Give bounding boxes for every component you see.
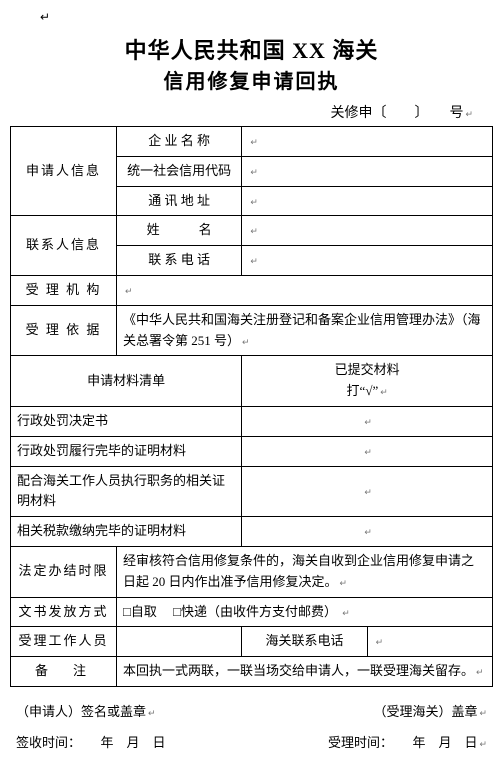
form-table: 申请人信息 企 业 名 称 统一社会信用代码 通 讯 地 址 联系人信息 姓 名… [10,126,493,687]
contact-name-value[interactable] [242,216,493,246]
delivery-options[interactable]: □自取 □快递（由收件方支付邮费） [117,597,493,627]
page-marker: ↵ [40,10,493,25]
accept-org-value[interactable] [117,275,493,305]
delivery-self[interactable]: □自取 [123,604,157,619]
contact-section-label: 联系人信息 [11,216,117,276]
company-name-value[interactable] [242,127,493,157]
accept-basis-value: 《中华人民共和国海关注册登记和备案企业信用管理办法》（海关总署令第 251 号） [117,305,493,356]
company-name-label: 企 业 名 称 [117,127,242,157]
document-number: 关修申〔 〕 号 [10,102,493,122]
accept-time-label: 受理时间： 年 月 日 [328,732,487,751]
material-check[interactable] [242,517,493,547]
material-check[interactable] [242,436,493,466]
table-row: 行政处罚决定书 [11,406,493,436]
table-row: 配合海关工作人员执行职务的相关证明材料 [11,466,493,517]
remark-value: 本回执一式两联，一联当场交给申请人，一联受理海关留存。 [117,657,493,687]
contact-name-label: 姓 名 [117,216,242,246]
material-check[interactable] [242,406,493,436]
sign-time-label: 签收时间： 年 月 日 [16,732,166,751]
material-name: 配合海关工作人员执行职务的相关证明材料 [11,466,242,517]
material-name: 相关税款缴纳完毕的证明材料 [11,517,242,547]
contact-phone-value[interactable] [242,246,493,276]
customs-phone-value[interactable] [367,627,492,657]
contact-phone-label: 联 系 电 话 [117,246,242,276]
address-value[interactable] [242,186,493,216]
materials-list-header: 申请材料清单 [11,356,242,407]
footer: （申请人）签名或盖章 （受理海关）盖章 签收时间： 年 月 日 受理时间： 年 … [10,701,493,751]
deadline-value: 经审核符合信用修复条件的，海关自收到企业信用修复申请之日起 20 日内作出准予信… [117,546,493,597]
applicant-section-label: 申请人信息 [11,127,117,216]
uscc-value[interactable] [242,156,493,186]
title-line-2: 信用修复申请回执 [10,65,493,94]
staff-value[interactable] [117,627,242,657]
title-line-1: 中华人民共和国 XX 海关 [10,33,493,65]
accept-basis-label: 受 理 依 据 [11,305,117,356]
material-name: 行政处罚决定书 [11,406,242,436]
remark-label: 备 注 [11,657,117,687]
customs-seal-label: （受理海关）盖章 [373,701,487,720]
address-label: 通 讯 地 址 [117,186,242,216]
uscc-label: 统一社会信用代码 [117,156,242,186]
table-row: 行政处罚履行完毕的证明材料 [11,436,493,466]
material-name: 行政处罚履行完毕的证明材料 [11,436,242,466]
staff-label: 受理工作人员 [11,627,117,657]
accept-org-label: 受 理 机 构 [11,275,117,305]
submitted-line1: 已提交材料 [248,360,486,381]
delivery-express[interactable]: □快递（由收件方支付邮费） [173,604,337,619]
deadline-label: 法定办结时限 [11,546,117,597]
material-check[interactable] [242,466,493,517]
delivery-label: 文书发放方式 [11,597,117,627]
materials-submitted-header: 已提交材料 打“√” [242,356,493,407]
applicant-sign-label: （申请人）签名或盖章 [16,701,156,720]
table-row: 相关税款缴纳完毕的证明材料 [11,517,493,547]
submitted-line2: 打“√” [248,381,486,402]
customs-phone-label: 海关联系电话 [242,627,367,657]
